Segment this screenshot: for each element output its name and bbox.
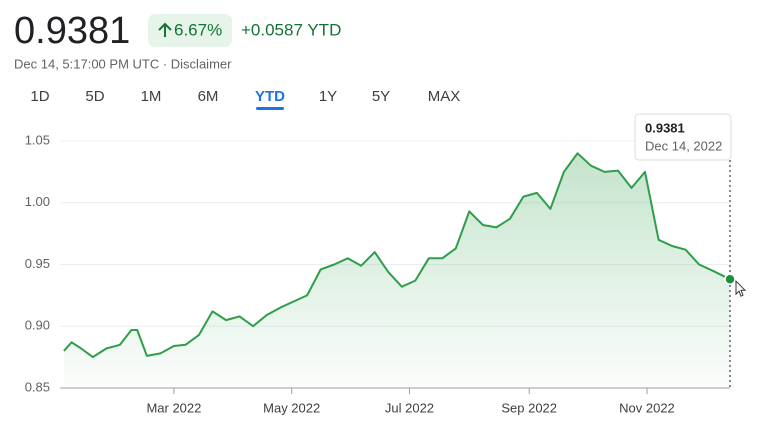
range-tab[interactable]: 1D bbox=[30, 88, 49, 105]
area-fill bbox=[63, 153, 730, 388]
cursor bbox=[735, 279, 747, 297]
tooltip-value: 0.9381 bbox=[645, 120, 685, 135]
tooltip-box bbox=[634, 113, 732, 161]
range-tab[interactable]: 5Y bbox=[372, 88, 390, 105]
range-tab[interactable]: 5D bbox=[85, 88, 104, 105]
range-tab[interactable]: 1Y bbox=[319, 88, 337, 105]
tooltip-date: Dec 14, 2022 bbox=[645, 138, 722, 153]
hover-point bbox=[724, 273, 736, 285]
y-tick-label: 1.00 bbox=[25, 194, 50, 209]
y-tick-label: 1.05 bbox=[25, 132, 50, 147]
range-tab[interactable]: YTD bbox=[255, 88, 285, 105]
change-percent: 6.67% bbox=[174, 20, 222, 39]
range-tab[interactable]: 1M bbox=[141, 88, 162, 105]
x-tick-label: Sep 2022 bbox=[501, 400, 557, 415]
range-tab[interactable]: MAX bbox=[428, 88, 461, 105]
y-tick-label: 0.85 bbox=[25, 379, 50, 394]
tab-underline bbox=[256, 107, 284, 110]
subtitle: Dec 14, 5:17:00 PM UTC · Disclaimer bbox=[14, 56, 232, 71]
x-tick-label: Mar 2022 bbox=[146, 400, 201, 415]
change-ytd: +0.0587 YTD bbox=[241, 20, 341, 39]
range-tab[interactable]: 6M bbox=[198, 88, 219, 105]
up-arrow bbox=[158, 22, 172, 37]
price: 0.9381 bbox=[14, 10, 130, 52]
change-badge bbox=[148, 14, 232, 47]
x-tick-label: May 2022 bbox=[263, 400, 320, 415]
x-tick-label: Nov 2022 bbox=[619, 400, 675, 415]
range-tabs: 1D 5D 1M 6M YTD 1Y 5Y MAX bbox=[30, 88, 460, 110]
y-tick-label: 0.90 bbox=[25, 318, 50, 333]
price-line bbox=[63, 152, 731, 359]
y-tick-label: 0.95 bbox=[25, 256, 50, 271]
plot: 0.85 0.90 0.95 1.00 1.05 Mar 2022 May 2022 Jul … bbox=[25, 113, 747, 415]
x-tick-label: Jul 2022 bbox=[385, 400, 434, 415]
